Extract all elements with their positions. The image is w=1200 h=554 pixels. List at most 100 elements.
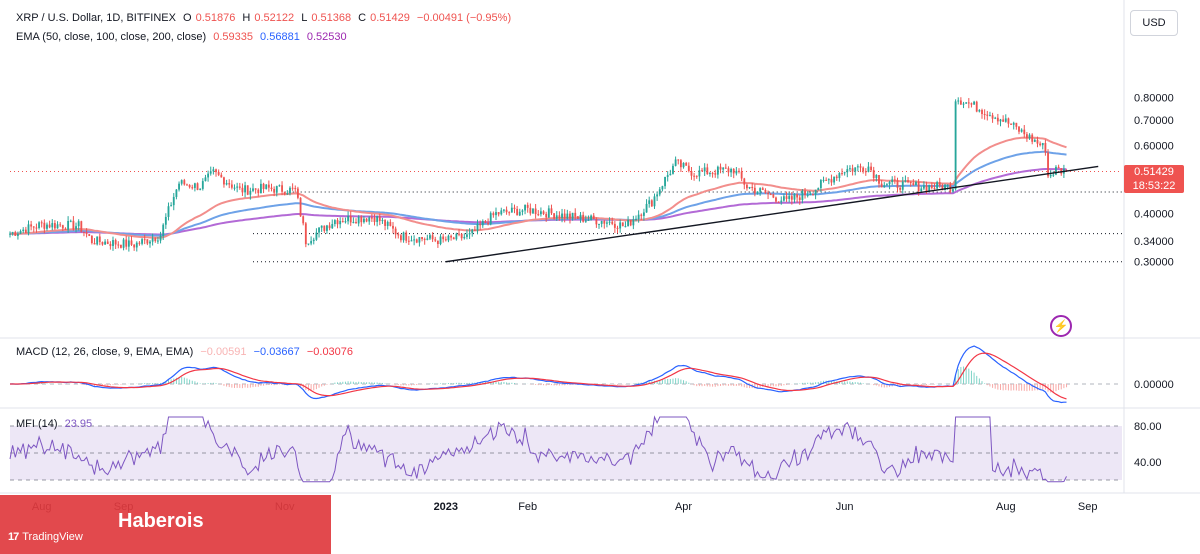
candle bbox=[223, 176, 225, 188]
candle bbox=[751, 182, 754, 191]
candle bbox=[122, 237, 125, 251]
candle-body bbox=[463, 236, 466, 239]
candle-body bbox=[434, 239, 437, 241]
candle bbox=[363, 215, 365, 224]
candle-body bbox=[254, 188, 257, 190]
candle-body bbox=[875, 175, 878, 178]
candle-body bbox=[592, 215, 595, 220]
candle bbox=[151, 233, 154, 246]
candle-body bbox=[917, 182, 920, 192]
candle-body bbox=[788, 196, 791, 199]
last-price-value: 0.51429 bbox=[1134, 166, 1174, 178]
candle-body bbox=[484, 221, 487, 223]
candle bbox=[661, 185, 664, 192]
candle bbox=[888, 180, 891, 190]
candle-body bbox=[138, 242, 141, 244]
lightning-icon[interactable]: ⚡ bbox=[1050, 315, 1072, 337]
candle-body bbox=[331, 223, 334, 229]
candle bbox=[423, 237, 426, 245]
candle bbox=[524, 204, 526, 215]
candle-body bbox=[521, 210, 524, 212]
candle-body bbox=[151, 238, 154, 242]
candle bbox=[635, 215, 637, 222]
candle bbox=[576, 216, 579, 219]
candle bbox=[856, 164, 859, 172]
candle-body bbox=[244, 185, 247, 193]
candle bbox=[413, 235, 416, 246]
candle-body bbox=[574, 212, 577, 217]
candle-body bbox=[193, 183, 196, 188]
candle-body bbox=[69, 220, 72, 222]
candle-body bbox=[196, 183, 199, 190]
candle-body bbox=[841, 173, 843, 175]
candle bbox=[186, 183, 188, 186]
close-label: C bbox=[358, 12, 367, 24]
candle-body bbox=[603, 220, 606, 224]
candle bbox=[172, 193, 175, 211]
candle-body bbox=[130, 240, 133, 245]
ema-legend[interactable]: EMA (50, close, 100, close, 200, close) … bbox=[16, 31, 351, 43]
candle bbox=[814, 189, 817, 200]
candle bbox=[120, 244, 122, 249]
candle-body bbox=[410, 240, 413, 242]
candle bbox=[407, 236, 410, 245]
candle bbox=[397, 232, 400, 239]
candle-body bbox=[542, 211, 545, 214]
candle-body bbox=[127, 240, 130, 247]
candle-body bbox=[246, 185, 249, 195]
candle bbox=[505, 206, 508, 215]
candle-body bbox=[450, 235, 453, 238]
candle-body bbox=[394, 228, 397, 235]
close-value: 0.51429 bbox=[370, 12, 410, 24]
candle bbox=[442, 233, 445, 243]
candle-body bbox=[587, 219, 590, 221]
candle bbox=[930, 182, 933, 190]
candle-body bbox=[389, 221, 392, 226]
candle-body bbox=[677, 159, 680, 161]
candle bbox=[513, 204, 516, 214]
candle bbox=[862, 166, 865, 174]
candle bbox=[679, 159, 682, 172]
candle bbox=[537, 210, 540, 217]
candle-body bbox=[999, 119, 1002, 122]
mfi-line bbox=[9, 415, 1067, 483]
candle bbox=[709, 171, 711, 177]
candle-body bbox=[370, 217, 373, 219]
ema-label: EMA (50, close, 100, close, 200, close) bbox=[16, 31, 207, 43]
candle-body bbox=[32, 226, 35, 228]
candle-body bbox=[619, 222, 622, 229]
currency-button[interactable]: USD bbox=[1130, 10, 1178, 36]
candle-body bbox=[584, 220, 587, 222]
candle-body bbox=[439, 236, 442, 245]
candle bbox=[183, 178, 186, 186]
candle-body bbox=[598, 223, 600, 225]
candle-body bbox=[426, 238, 429, 240]
candle bbox=[539, 207, 542, 217]
candle bbox=[885, 183, 888, 186]
candle bbox=[1041, 142, 1044, 150]
candle-body bbox=[270, 187, 273, 190]
mfi-legend[interactable]: MFI (14) 23.95 bbox=[16, 418, 96, 430]
candle bbox=[553, 213, 556, 220]
candle bbox=[294, 185, 297, 193]
candle bbox=[471, 228, 474, 237]
macd-legend[interactable]: MACD (12, 26, close, 9, EMA, EMA) −0.005… bbox=[16, 346, 357, 358]
candle-body bbox=[513, 207, 516, 209]
candle bbox=[738, 168, 740, 174]
candle-body bbox=[180, 180, 183, 184]
candle-body bbox=[833, 176, 836, 183]
candle-body bbox=[970, 103, 973, 105]
candle bbox=[193, 182, 196, 192]
candle-body bbox=[120, 244, 122, 248]
brand-name: Haberois bbox=[118, 510, 204, 532]
candle bbox=[492, 211, 495, 218]
candle bbox=[841, 168, 843, 176]
candle bbox=[378, 213, 381, 226]
macd-hist-value: −0.00591 bbox=[200, 346, 247, 358]
candle-body bbox=[835, 176, 838, 179]
candle bbox=[746, 183, 748, 191]
candle bbox=[989, 111, 991, 117]
candle bbox=[574, 208, 577, 220]
candle bbox=[801, 189, 804, 204]
